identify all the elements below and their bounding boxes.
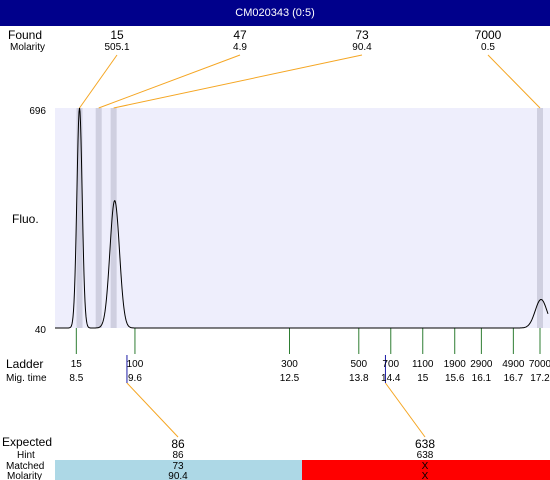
expected-size: 86 [171, 437, 185, 451]
molarity-label: Molarity [10, 42, 45, 53]
ladder-mig-time: 16.7 [504, 373, 524, 384]
expected-status-cell [302, 460, 550, 480]
found-peak-leader [487, 54, 541, 109]
ladder-mig-time: 15.6 [445, 373, 465, 384]
expected-label: Expected [2, 435, 52, 449]
molarity-bottom-label: Molarity [7, 471, 42, 480]
found-peak-band [537, 108, 544, 328]
ladder-mig-time: 17.2 [530, 373, 550, 384]
hint-label: Hint [17, 450, 35, 461]
y-tick-label-min: 40 [35, 325, 47, 336]
expected-matched: 73 [172, 461, 184, 472]
found-label: Found [8, 28, 42, 42]
expected-hint: 86 [172, 450, 184, 461]
ladder-size: 1100 [412, 359, 434, 370]
found-peak-size: 7000 [475, 28, 502, 42]
ladder-mig-time: 14.4 [381, 373, 401, 384]
ladder-mig-time: 9.6 [128, 373, 142, 384]
mig-time-label: Mig. time [6, 373, 47, 384]
ladder-size: 1900 [444, 359, 467, 370]
y-tick-label-max: 696 [29, 106, 46, 117]
ladder-mig-time: 8.5 [69, 373, 83, 384]
y-axis-label: Fluo. [12, 212, 39, 226]
expected-matched: X [422, 461, 429, 472]
found-peak-leader [98, 54, 241, 109]
expected-status-cell [55, 460, 302, 480]
expected-leader [126, 382, 179, 438]
plot-background [55, 108, 550, 328]
ladder-size: 100 [127, 359, 144, 370]
ladder-mig-time: 15 [417, 373, 429, 384]
expected-leader [385, 382, 426, 438]
found-peak-molarity: 0.5 [481, 42, 495, 53]
expected-size: 638 [415, 437, 435, 451]
ladder-size: 4900 [502, 359, 525, 370]
found-peak-molarity: 4.9 [233, 42, 247, 53]
expected-molarity: X [422, 471, 429, 480]
found-peak-size: 73 [355, 28, 369, 42]
found-peak-size: 47 [233, 28, 247, 42]
found-peak-leader [79, 54, 118, 109]
found-peak-molarity: 90.4 [352, 42, 372, 53]
title-bar: CM020343 (0:5) [0, 0, 550, 26]
expected-molarity: 90.4 [168, 471, 188, 480]
ladder-label: Ladder [6, 357, 43, 371]
expected-hint: 638 [417, 450, 434, 461]
ladder-size: 700 [382, 359, 399, 370]
found-peak-leader [113, 54, 363, 109]
ladder-mig-time: 16.1 [472, 373, 492, 384]
ladder-size: 500 [350, 359, 367, 370]
chart-title: CM020343 (0:5) [235, 7, 315, 19]
fluorescence-trace [55, 107, 549, 329]
ladder-mig-time: 13.8 [349, 373, 369, 384]
found-peak-band [95, 108, 102, 328]
ladder-size: 7000 [529, 359, 550, 370]
ladder-mig-time: 12.5 [280, 373, 300, 384]
found-peak-band [76, 108, 83, 328]
matched-label: Matched [6, 461, 44, 472]
found-peak-band [110, 108, 117, 328]
ladder-size: 2900 [470, 359, 493, 370]
ladder-size: 300 [281, 359, 298, 370]
found-peak-size: 15 [110, 28, 124, 42]
found-peak-molarity: 505.1 [104, 42, 129, 53]
ladder-size: 15 [71, 359, 83, 370]
